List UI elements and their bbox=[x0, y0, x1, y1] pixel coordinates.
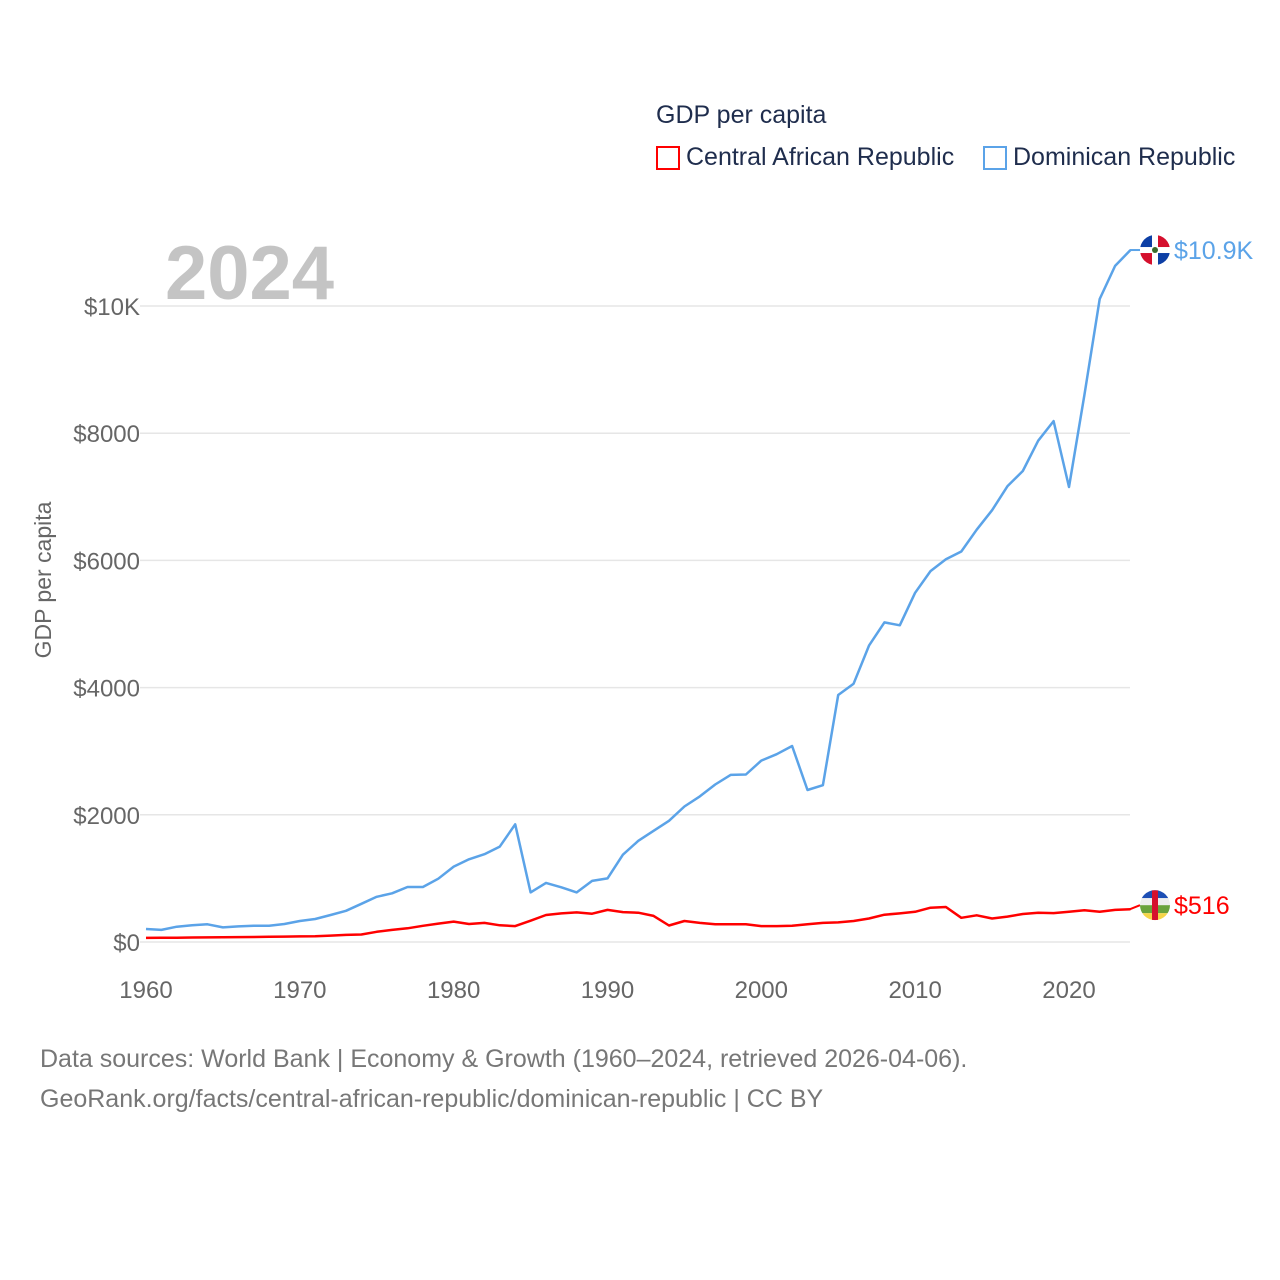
central-african-republic-flag-icon bbox=[1140, 890, 1170, 921]
legend-label: Dominican Republic bbox=[1013, 143, 1236, 171]
year-overlay: 2024 bbox=[165, 231, 335, 316]
y-axis-label: GDP per capita bbox=[30, 501, 56, 658]
dominican-republic-flag-icon bbox=[1140, 235, 1170, 266]
x-tick-label: 2000 bbox=[735, 977, 788, 1004]
end-connector bbox=[1129, 904, 1141, 911]
legend-label: Central African Republic bbox=[686, 143, 955, 171]
legend-swatch bbox=[983, 145, 1007, 170]
series-line-central-african-republic bbox=[145, 905, 1131, 940]
y-tick-label: $0 bbox=[113, 930, 140, 957]
y-tick-label: $8000 bbox=[73, 421, 140, 448]
legend-item-dominican-republic[interactable]: Dominican Republic bbox=[983, 143, 1235, 172]
x-tick-label: 1980 bbox=[427, 977, 480, 1004]
series-line-dominican-republic bbox=[145, 249, 1132, 932]
x-tick-label: 1970 bbox=[273, 977, 326, 1004]
y-tick-label: $10K bbox=[84, 294, 140, 321]
source-url: GeoRank.org/facts/central-african-republ… bbox=[40, 1085, 824, 1113]
x-tick-label: 1990 bbox=[581, 977, 634, 1004]
y-tick-label: $2000 bbox=[73, 803, 140, 830]
legend-item-central-african-republic[interactable]: Central African Republic bbox=[656, 143, 954, 172]
x-tick-label: 2010 bbox=[888, 977, 941, 1004]
legend-swatch bbox=[656, 145, 680, 170]
legend-title: GDP per capita bbox=[656, 101, 827, 129]
end-value-label: $10.9K bbox=[1174, 237, 1254, 265]
y-tick-label: $4000 bbox=[73, 676, 140, 703]
x-tick-label: 1960 bbox=[119, 977, 172, 1004]
source-line: Data sources: World Bank | Economy & Gro… bbox=[40, 1045, 968, 1073]
end-value-label: $516 bbox=[1174, 892, 1230, 920]
x-tick-label: 2020 bbox=[1042, 977, 1095, 1004]
y-tick-label: $6000 bbox=[73, 548, 140, 575]
